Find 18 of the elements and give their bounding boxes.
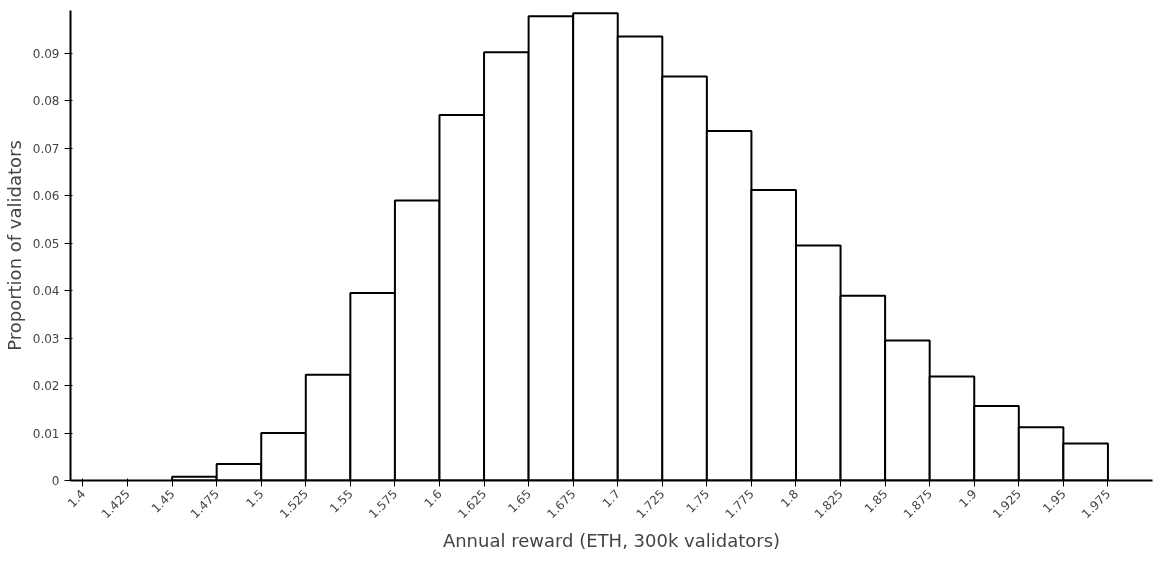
x-tick-label: 1.8	[777, 486, 802, 511]
y-tick-label: 0.02	[32, 379, 60, 394]
y-tick-label: 0.03	[32, 331, 60, 346]
x-tick-label: 1.9	[956, 486, 980, 511]
y-tick-label: 0.07	[32, 141, 60, 156]
y-tick-label: 0.04	[32, 284, 60, 299]
x-tick-label: 1.4	[64, 486, 89, 511]
y-tick-label: 0.09	[32, 46, 60, 61]
y-tick-label: 0	[51, 474, 60, 488]
y-tick-label: 0.06	[32, 189, 60, 204]
x-tick-label: 1.6	[421, 486, 445, 511]
y-axis-title: Proportion of validators	[3, 140, 25, 351]
x-axis-title: Annual reward (ETH, 300k validators)	[442, 530, 781, 552]
y-tick-label: 0.05	[32, 236, 60, 251]
y-tick-label: 0.08	[32, 94, 60, 109]
x-tick-label: 1.7	[599, 486, 624, 511]
y-tick-label: 0.01	[32, 426, 60, 441]
x-tick-label: 1.5	[243, 486, 267, 511]
